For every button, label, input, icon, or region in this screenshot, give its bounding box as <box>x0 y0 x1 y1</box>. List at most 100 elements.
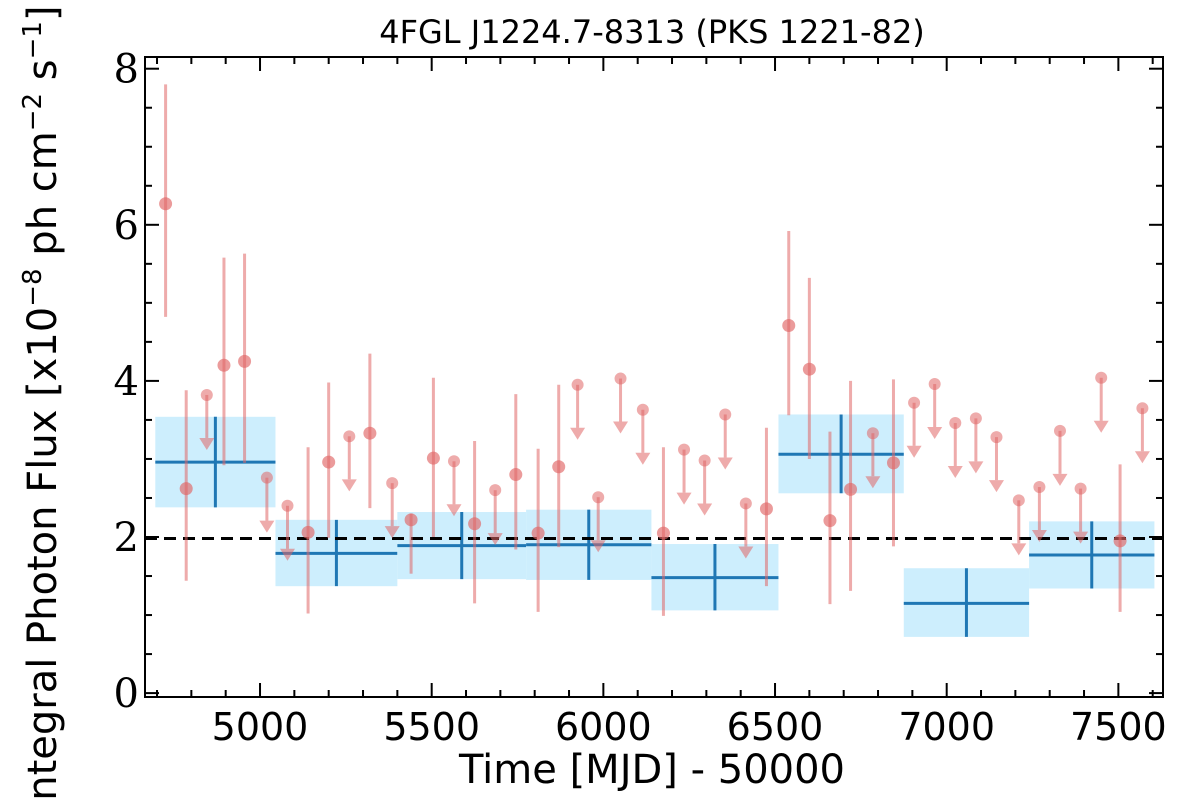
upper-limit-arrowhead <box>635 452 651 465</box>
upper-limit-arrowhead <box>947 466 963 479</box>
upper-limit-arrowhead <box>1073 531 1089 544</box>
detection-point <box>363 426 377 440</box>
detection-point <box>179 482 193 496</box>
plot-frame <box>144 56 1164 698</box>
upper-limit-point <box>571 378 584 391</box>
upper-limit-point <box>1053 424 1066 437</box>
upper-limit-arrowhead <box>590 540 606 553</box>
upper-limit-point <box>1012 494 1025 507</box>
upper-limit-arrowhead <box>199 437 215 450</box>
x-axis-title: Time [MJD] - 50000 <box>458 747 845 793</box>
y-axis-title-end: ] <box>20 5 66 21</box>
upper-limit-point <box>200 388 213 401</box>
y-axis-title-unit: ph cm <box>20 131 66 268</box>
upper-limit-point <box>489 484 502 497</box>
upper-limit-arrowhead <box>1031 530 1047 543</box>
upper-limit-point <box>281 499 294 512</box>
upper-limit-arrowhead <box>738 546 754 559</box>
axis-ticks <box>145 57 1163 697</box>
upper-limit-point <box>719 408 732 421</box>
detection-point <box>656 526 670 540</box>
y-axis-title-unit-2: s <box>20 59 66 93</box>
upper-limit-arrowhead <box>487 533 503 546</box>
upper-limit-arrowhead <box>279 548 295 561</box>
y-axis-title-main: Integral Photon Flux [x10 <box>20 307 66 800</box>
upper-limit-point <box>969 412 982 425</box>
upper-limit-point <box>990 431 1003 444</box>
upper-limit-point <box>928 378 941 391</box>
upper-limit-point <box>260 471 273 484</box>
upper-limit-point <box>949 417 962 430</box>
detection-point <box>1113 534 1127 548</box>
y-tick-label: 0 <box>114 671 139 717</box>
upper-limit-point <box>1074 482 1087 495</box>
upper-limit-point <box>866 427 879 440</box>
upper-limit-point <box>739 497 752 510</box>
binned-flux-layer <box>155 414 1155 637</box>
upper-limit-point <box>908 396 921 409</box>
upper-limit-point <box>1033 481 1046 494</box>
chart-title: 4FGL J1224.7-8313 (PKS 1221-82) <box>379 13 925 51</box>
y-tick-label: 2 <box>114 515 139 561</box>
upper-limit-point <box>1136 402 1149 415</box>
light-curve-points-layer <box>159 84 1150 616</box>
x-tick-label: 6000 <box>555 705 652 749</box>
y-axis-title-exponent-2: −2 <box>18 93 48 131</box>
upper-limit-point <box>678 443 691 456</box>
detection-point <box>759 502 773 516</box>
upper-limit-arrowhead <box>697 503 713 516</box>
detection-point <box>301 525 315 539</box>
detection-point <box>552 460 566 474</box>
y-axis-title: Integral Photon Flux [x10−8 ph cm−2 s−1] <box>18 5 66 800</box>
detection-point <box>531 526 545 540</box>
upper-limit-arrowhead <box>446 504 462 517</box>
detection-point <box>322 455 336 469</box>
axis-tick-labels: 5000 5500 6000 6500 7000 7500 0 2 4 6 8 <box>114 47 1167 749</box>
upper-limit-arrowhead <box>865 476 881 489</box>
upper-limit-arrowhead <box>1093 420 1109 433</box>
x-tick-label: 5500 <box>383 705 480 749</box>
detection-point <box>802 362 816 376</box>
upper-limit-arrowhead <box>927 427 943 440</box>
upper-limit-arrowhead <box>988 480 1004 493</box>
upper-limit-arrowhead <box>717 457 733 470</box>
upper-limit-point <box>592 491 605 504</box>
y-tick-label: 4 <box>114 359 139 405</box>
upper-limit-arrowhead <box>968 461 984 474</box>
upper-limit-point <box>698 454 711 467</box>
detection-point <box>426 451 440 465</box>
upper-limit-arrowhead <box>1011 543 1027 556</box>
detection-point <box>844 482 858 496</box>
x-tick-label: 5000 <box>212 705 309 749</box>
upper-limit-arrowhead <box>1134 451 1150 464</box>
detection-point <box>159 197 173 211</box>
upper-limit-arrowhead <box>906 445 922 458</box>
upper-limit-point <box>343 430 356 443</box>
upper-limit-point <box>448 455 461 468</box>
x-tick-label: 7500 <box>1070 705 1167 749</box>
upper-limit-arrowhead <box>259 520 275 533</box>
detection-point <box>823 514 837 528</box>
detection-point <box>217 358 231 372</box>
y-axis-title-exponent: −8 <box>18 268 48 306</box>
detection-point <box>238 354 252 368</box>
upper-limit-point <box>386 477 399 490</box>
detection-point <box>404 513 418 527</box>
detection-point <box>886 456 900 470</box>
x-tick-label: 6500 <box>727 705 824 749</box>
upper-limit-arrowhead <box>1052 473 1068 486</box>
y-tick-label: 6 <box>114 203 139 249</box>
upper-limit-point <box>614 372 627 385</box>
upper-limit-arrowhead <box>341 479 357 492</box>
detection-point <box>509 468 523 482</box>
y-tick-label: 8 <box>114 47 139 93</box>
detection-point <box>468 517 482 531</box>
upper-limit-arrowhead <box>613 421 629 434</box>
detection-point <box>782 318 796 332</box>
upper-limit-point <box>636 403 649 416</box>
upper-limit-point <box>1095 371 1108 384</box>
x-tick-label: 7000 <box>898 705 995 749</box>
upper-limit-arrowhead <box>384 526 400 539</box>
y-axis-title-exponent-3: −1 <box>18 21 48 59</box>
